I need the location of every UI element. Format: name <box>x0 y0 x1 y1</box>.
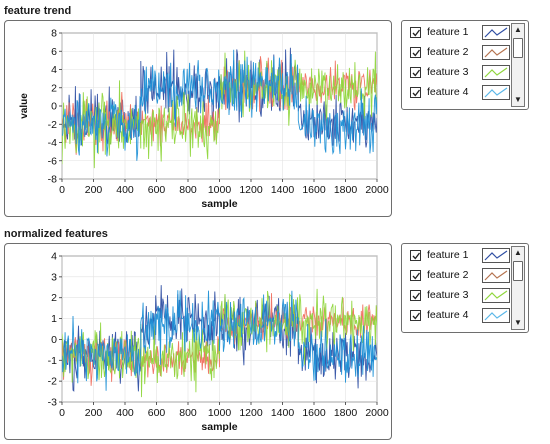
chart-normalized-features[interactable]: 0 200 400 600 800 1000 1200 1400 1600 1800 2000 -3 -… <box>4 243 392 440</box>
legend-feature-trend: feature 1 feature 2 feature 3 feature 4 … <box>401 20 529 110</box>
legend-swatch <box>482 268 510 283</box>
legend-checkbox[interactable] <box>410 47 421 58</box>
x-tick-label: 800 <box>179 184 197 196</box>
y-tick-label: -1 <box>48 355 57 367</box>
y-tick-label: -3 <box>48 397 57 409</box>
x-tick-label: 200 <box>85 184 103 196</box>
scroll-up-arrow-icon[interactable]: ▲ <box>514 248 522 257</box>
x-tick-label: 600 <box>148 407 166 419</box>
y-tick-label: -4 <box>48 137 57 149</box>
chart-svg-feature-trend: 0 200 400 600 800 1000 1200 1400 1600 1800 2000 -8 -… <box>19 28 389 211</box>
legend-item-feature-4[interactable]: feature 4 <box>408 306 510 326</box>
legend-item-feature-1[interactable]: feature 1 <box>408 246 510 266</box>
legend-label: feature 1 <box>427 249 469 261</box>
legend-label: feature 4 <box>427 309 469 321</box>
legend-swatch <box>482 288 510 303</box>
x-tick-label: 1200 <box>239 184 263 196</box>
legend-label: feature 1 <box>427 26 469 38</box>
legend-swatch <box>482 65 510 80</box>
legend-label: feature 4 <box>427 86 469 98</box>
x-tick-label: 2000 <box>365 184 389 196</box>
x-tick-label: 400 <box>116 184 134 196</box>
chart-svg-normalized-features: 0 200 400 600 800 1000 1200 1400 1600 1800 2000 -3 -… <box>48 251 389 434</box>
legend-swatch <box>482 25 510 40</box>
x-axis-label: sample <box>201 198 237 210</box>
y-tick-label: 1 <box>51 313 57 325</box>
x-tick-label: 1600 <box>302 407 326 419</box>
legend-checkbox[interactable] <box>410 310 421 321</box>
legend-scrollbar[interactable]: ▲ ▼ <box>511 23 525 107</box>
legend-swatch <box>482 248 510 263</box>
legend-checkbox[interactable] <box>410 27 421 38</box>
y-tick-label: -8 <box>48 174 57 186</box>
legend-checkbox[interactable] <box>410 250 421 261</box>
y-tick-label: 0 <box>51 334 57 346</box>
chart-title-feature-trend: feature trend <box>4 5 72 17</box>
scroll-down-arrow-icon[interactable]: ▼ <box>514 95 522 104</box>
x-tick-label: 1800 <box>334 184 358 196</box>
legend-swatch <box>482 308 510 323</box>
legend-checkbox[interactable] <box>410 290 421 301</box>
legend-item-feature-3[interactable]: feature 3 <box>408 286 510 306</box>
legend-item-feature-4[interactable]: feature 4 <box>408 83 510 103</box>
legend-label: feature 2 <box>427 46 469 58</box>
y-tick-label: -2 <box>48 119 57 131</box>
series-line-feature-4 <box>62 49 377 161</box>
scroll-down-arrow-icon[interactable]: ▼ <box>514 318 522 327</box>
x-tick-label: 1000 <box>208 407 232 419</box>
x-tick-label: 600 <box>148 184 166 196</box>
x-tick-label: 0 <box>59 407 65 419</box>
legend-normalized-features: feature 1 feature 2 feature 3 feature 4 … <box>401 243 529 333</box>
legend-item-feature-1[interactable]: feature 1 <box>408 23 510 43</box>
legend-checkbox[interactable] <box>410 270 421 281</box>
y-tick-label: 2 <box>51 292 57 304</box>
x-tick-label: 1000 <box>208 184 232 196</box>
y-tick-label: 0 <box>51 101 57 113</box>
legend-checkbox[interactable] <box>410 87 421 98</box>
scroll-thumb[interactable] <box>513 261 523 281</box>
x-tick-label: 800 <box>179 407 197 419</box>
y-tick-label: 3 <box>51 271 57 283</box>
x-tick-label: 1200 <box>239 407 263 419</box>
scroll-thumb[interactable] <box>513 38 523 58</box>
chart-feature-trend[interactable]: 0 200 400 600 800 1000 1200 1400 1600 1800 2000 -8 -… <box>4 20 392 217</box>
legend-label: feature 2 <box>427 269 469 281</box>
legend-label: feature 3 <box>427 66 469 78</box>
y-tick-label: 6 <box>51 46 57 58</box>
y-tick-label: 2 <box>51 82 57 94</box>
x-axis-label: sample <box>201 421 237 433</box>
x-tick-label: 1400 <box>271 407 295 419</box>
legend-item-feature-2[interactable]: feature 2 <box>408 266 510 286</box>
x-tick-label: 0 <box>59 184 65 196</box>
x-tick-label: 400 <box>116 407 134 419</box>
chart-title-normalized-features: normalized features <box>4 228 108 240</box>
y-tick-label: 8 <box>51 28 57 40</box>
y-tick-label: 4 <box>51 251 57 263</box>
y-tick-label: -6 <box>48 155 57 167</box>
y-axis-label: value <box>19 93 30 119</box>
x-tick-label: 1800 <box>334 407 358 419</box>
scroll-up-arrow-icon[interactable]: ▲ <box>514 25 522 34</box>
legend-scrollbar[interactable]: ▲ ▼ <box>511 246 525 330</box>
legend-checkbox[interactable] <box>410 67 421 78</box>
x-tick-label: 200 <box>85 407 103 419</box>
y-tick-label: 4 <box>51 64 57 76</box>
y-tick-label: -2 <box>48 376 57 388</box>
legend-swatch <box>482 85 510 100</box>
x-tick-label: 1400 <box>271 184 295 196</box>
x-tick-label: 1600 <box>302 184 326 196</box>
legend-label: feature 3 <box>427 289 469 301</box>
legend-item-feature-3[interactable]: feature 3 <box>408 63 510 83</box>
x-tick-label: 2000 <box>365 407 389 419</box>
series-line-feature-4 <box>62 290 377 391</box>
legend-item-feature-2[interactable]: feature 2 <box>408 43 510 63</box>
legend-swatch <box>482 45 510 60</box>
